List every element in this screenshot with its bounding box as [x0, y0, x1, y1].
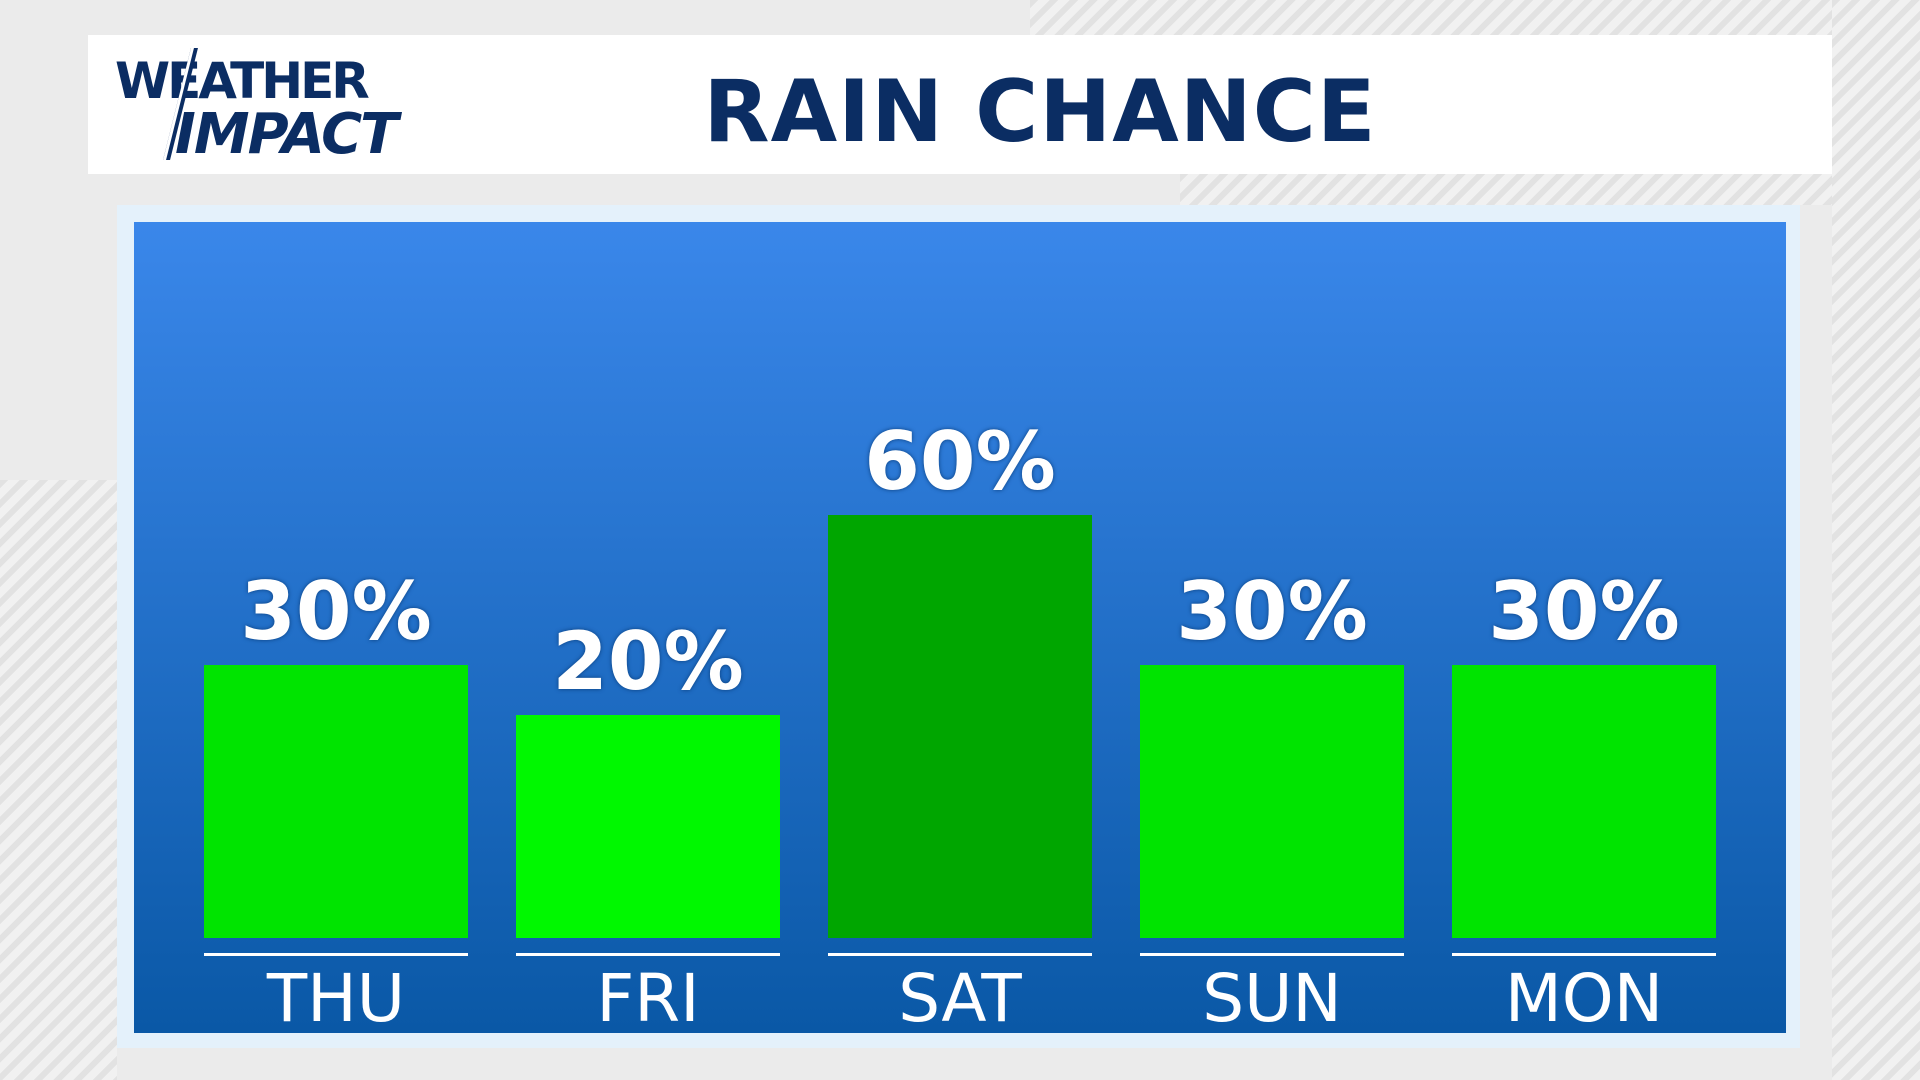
background-stripes-left	[0, 480, 117, 1080]
bar-thu	[204, 665, 468, 938]
baseline-divider	[204, 953, 468, 956]
day-label: FRI	[596, 960, 700, 1037]
bar-mon	[1452, 665, 1716, 938]
logo-line2: IMPACT	[175, 102, 398, 167]
background-stripes-top	[1030, 0, 1920, 35]
baseline-divider	[828, 953, 1092, 956]
value-label: 30%	[240, 565, 432, 658]
value-label: 30%	[1176, 565, 1368, 658]
baseline-divider	[1140, 953, 1404, 956]
value-label: 20%	[552, 615, 744, 708]
day-label: MON	[1504, 960, 1664, 1037]
background-stripes-right	[1832, 0, 1920, 1080]
value-label: 60%	[864, 415, 1056, 508]
bar-fri	[516, 715, 780, 938]
bar-sat	[828, 515, 1092, 938]
value-label: 30%	[1488, 565, 1680, 658]
weather-impact-logo: WEATHER IMPACT	[115, 48, 435, 167]
baseline-divider	[516, 953, 780, 956]
day-label: SAT	[898, 960, 1022, 1037]
logo-line1: WEATHER	[115, 52, 370, 110]
bar-sun	[1140, 665, 1404, 938]
page-title: RAIN CHANCE	[703, 62, 1377, 162]
header-bar	[88, 35, 1832, 174]
baseline-divider	[1452, 953, 1716, 956]
background-stripes-mid	[1180, 174, 1832, 205]
day-label: THU	[266, 960, 406, 1037]
day-label: SUN	[1202, 960, 1342, 1037]
